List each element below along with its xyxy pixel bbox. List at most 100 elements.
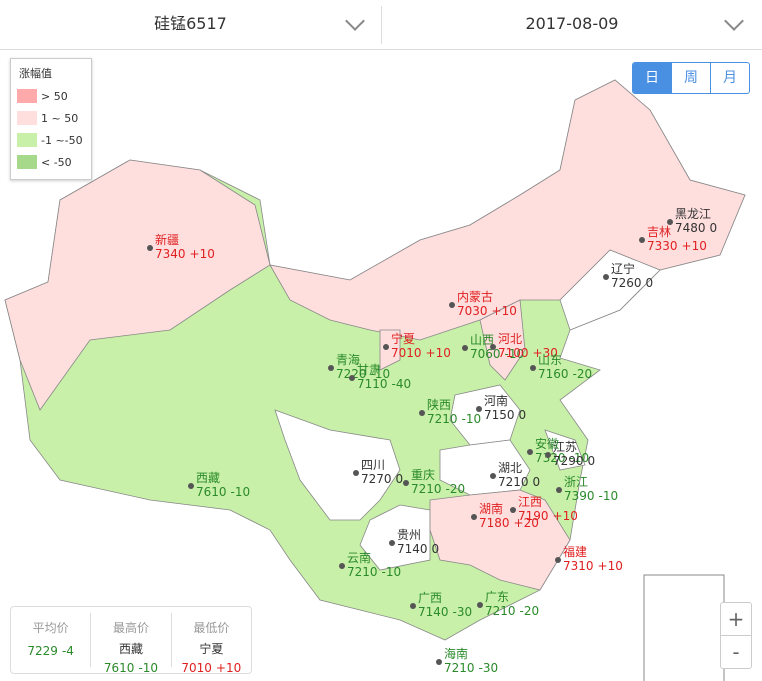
province-name: 河北 <box>498 332 522 346</box>
province-name: 内蒙古 <box>457 289 493 304</box>
price: 7210 <box>485 604 516 618</box>
province-name: 青海 <box>336 352 360 367</box>
zoom-button[interactable]: + <box>727 607 745 631</box>
province-value: 7210 -20 <box>485 604 539 618</box>
province-value: 7260 0 <box>611 276 653 290</box>
change: -10 <box>371 367 391 381</box>
province-dot <box>556 487 562 493</box>
legend-item: < -50 <box>17 155 91 169</box>
change: -10 <box>138 661 159 675</box>
summary-value: 7010 +10 <box>172 661 251 675</box>
summary-cell: 最低价 宁夏 7010 +10 <box>170 613 251 675</box>
price: 7229 <box>27 644 58 658</box>
change: -10 <box>570 451 590 465</box>
change: -20 <box>520 604 540 618</box>
price: 7290 <box>553 454 584 468</box>
province-name: 宁夏 <box>391 331 415 346</box>
province-value: 7140 -30 <box>418 605 472 619</box>
province-value: 7390 -10 <box>564 489 618 503</box>
province-dot <box>328 365 334 371</box>
price: 7210 <box>444 661 475 675</box>
summary-province: 西藏 <box>118 642 143 656</box>
province-value: 7060 -10 <box>470 347 524 361</box>
region <box>439 439 531 496</box>
change: -30 <box>453 605 473 619</box>
price: 7110 <box>357 377 388 391</box>
province-dot <box>603 274 609 280</box>
legend-label: < -50 <box>41 155 72 169</box>
price: 7100 <box>498 346 529 360</box>
price: 7210 <box>498 475 529 489</box>
date-select[interactable]: 2017-08-09 <box>382 0 762 48</box>
price: 7140 <box>418 605 449 619</box>
product: 硅锰6517 <box>154 14 227 33</box>
region <box>479 299 526 381</box>
legend-label: -1 ~-50 <box>41 133 83 147</box>
province-dot <box>353 470 359 476</box>
price: 7310 <box>563 559 594 573</box>
region <box>559 249 661 331</box>
summary-value: 7229 -4 <box>11 644 90 658</box>
province-name: 新疆 <box>155 232 179 247</box>
province-dot <box>490 473 496 479</box>
price: 7480 <box>675 221 706 235</box>
zoom: + - <box>720 602 752 669</box>
province-name: 黑龙江 <box>675 207 711 221</box>
province-dot <box>530 365 536 371</box>
change: -10 <box>505 347 525 361</box>
date: 2017-08-09 <box>525 14 619 33</box>
province-dot <box>510 507 516 513</box>
change: +10 <box>426 346 451 360</box>
summary-province: 宁夏 <box>199 642 224 656</box>
period-button[interactable]: 周 <box>671 63 710 93</box>
province-dot <box>339 563 345 569</box>
province-value: 7310 +10 <box>563 559 623 573</box>
price: 7030 <box>457 304 488 318</box>
region <box>274 409 401 521</box>
region <box>379 329 401 371</box>
province-name: 吉林 <box>647 225 671 239</box>
province-value: 7150 0 <box>484 408 526 422</box>
province-dot <box>383 344 389 350</box>
region <box>544 429 586 471</box>
change: +10 <box>682 239 707 253</box>
province-value: 7210 -30 <box>444 661 498 675</box>
province-dot <box>147 245 153 251</box>
change: +10 <box>215 661 242 675</box>
province-value: 7010 +10 <box>391 346 451 360</box>
province-dot <box>527 449 533 455</box>
price: 7210 <box>347 565 378 579</box>
province-name: 山东 <box>538 353 562 367</box>
province-value: 7270 0 <box>361 472 403 486</box>
period-buttons: 日周月 <box>632 62 750 94</box>
province-value: 7290 0 <box>553 454 595 468</box>
province-value: 7180 +20 <box>479 516 539 530</box>
change: 0 <box>396 472 404 486</box>
period-button[interactable]: 月 <box>710 63 749 93</box>
province-name: 福建 <box>563 544 587 559</box>
province-dot <box>410 603 416 609</box>
province-value: 7210 -20 <box>411 482 465 496</box>
province-name: 陕西 <box>427 397 451 412</box>
summary: 平均价 7229 -4 最高价 西藏 7610 -10 最低价 宁夏 7010 +10 <box>10 606 252 675</box>
period-button[interactable]: 日 <box>633 63 671 93</box>
legend-title: 涨幅值 <box>19 67 52 80</box>
province-name: 重庆 <box>411 468 435 482</box>
zoom-button[interactable]: - <box>721 635 751 668</box>
province-dot <box>389 540 395 546</box>
price: 7060 <box>470 347 501 361</box>
province-value: 7030 +10 <box>457 304 517 318</box>
price: 7610 <box>196 485 227 499</box>
province-dot <box>490 344 496 350</box>
province-name: 浙江 <box>564 475 588 489</box>
province-value: 7610 -10 <box>196 485 250 499</box>
province-dot <box>462 345 468 351</box>
region <box>429 489 571 591</box>
change: +10 <box>598 559 623 573</box>
change: -40 <box>392 377 412 391</box>
product-select[interactable]: 硅锰6517 <box>0 0 381 48</box>
province-value: 7320 -10 <box>535 451 589 465</box>
province-value: 7210 0 <box>498 475 540 489</box>
province-name: 甘肃 <box>357 363 381 377</box>
